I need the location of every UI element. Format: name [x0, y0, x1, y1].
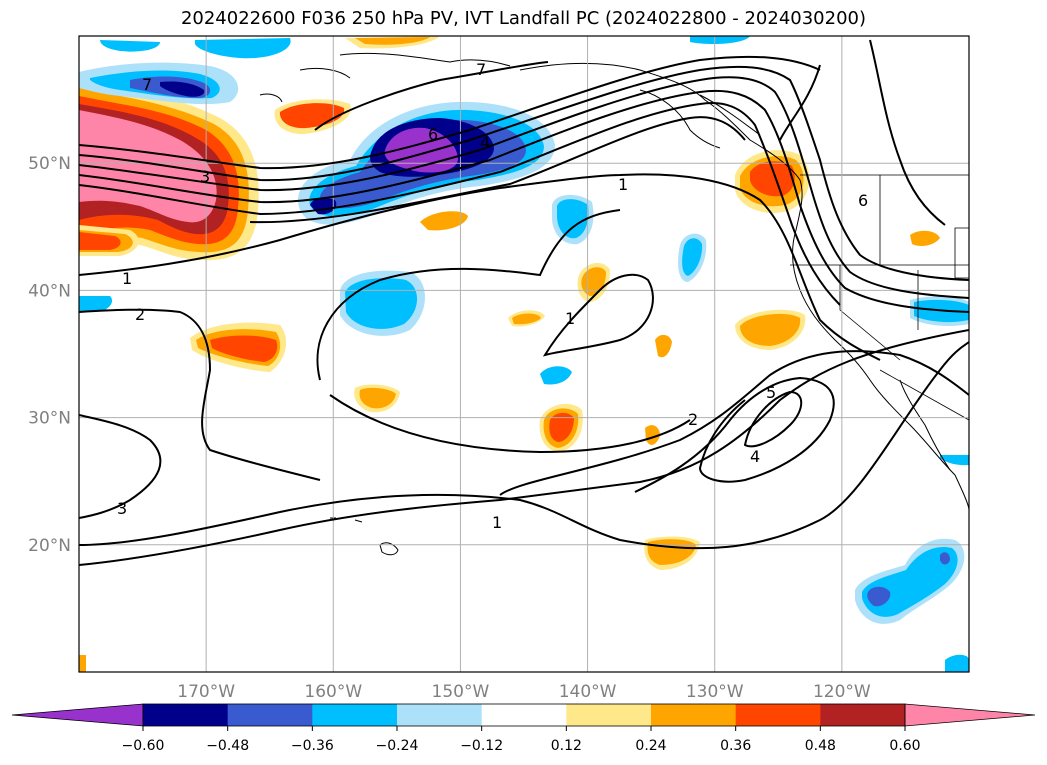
- colorbar-swatch: [143, 704, 229, 726]
- colorbar-tick-label: 0.36: [720, 738, 751, 754]
- colorbar-tick-label: −0.24: [376, 738, 419, 754]
- latitude-tick-label: 30°N: [28, 409, 71, 429]
- colorbar-frame: [142, 703, 906, 727]
- colorbar-swatch: [481, 704, 567, 726]
- latitude-tick-label: 40°N: [28, 281, 71, 301]
- colorbar-tick-label: 0.60: [889, 738, 920, 754]
- contour-label: 5: [766, 383, 776, 402]
- colorbar-ticks: −0.60 −0.48 −0.36 −0.24 −0.12 0.12 0.24 0.36 0.4…: [122, 726, 921, 754]
- latitude-tick-label: 20°N: [28, 536, 71, 556]
- contour-label: 4: [750, 447, 760, 466]
- contour-label: 3: [200, 167, 210, 186]
- longitude-tick-label: 170°W: [177, 682, 235, 702]
- contour-label: 2: [135, 305, 145, 324]
- latitude-tick-label: 50°N: [28, 154, 71, 174]
- colorbar-tick-label: 0.48: [805, 738, 836, 754]
- colorbar-swatch: [820, 704, 906, 726]
- contour-label: 2: [688, 410, 698, 429]
- colorbar-tick-label: −0.12: [460, 738, 503, 754]
- contour-label: 7: [476, 60, 486, 79]
- longitude-tick-label: 160°W: [304, 682, 362, 702]
- contour-label: 1: [618, 175, 628, 194]
- contour-label: 1: [122, 269, 132, 288]
- political-borders: [790, 174, 969, 421]
- longitude-tick-label: 120°W: [813, 682, 871, 702]
- pv-shading: [79, 36, 969, 672]
- colorbar-tick-label: −0.36: [291, 738, 334, 754]
- contour-label: 3: [117, 499, 127, 518]
- colorbar-extend-max: [904, 703, 1036, 727]
- colorbar: [11, 703, 1036, 727]
- colorbar-tick-label: 0.24: [635, 738, 666, 754]
- contour-label: 4: [480, 133, 490, 152]
- colorbar-swatch: [651, 704, 737, 726]
- colorbar-swatch: [227, 704, 313, 726]
- contour-label: 1: [492, 513, 502, 532]
- colorbar-tick-label: −0.60: [122, 738, 165, 754]
- longitude-labels: 170°W 160°W 150°W 140°W 130°W 120°W: [177, 682, 871, 702]
- contour-label: 1: [565, 309, 575, 328]
- colorbar-tick-label: −0.48: [206, 738, 249, 754]
- longitude-tick-label: 140°W: [559, 682, 617, 702]
- colorbar-extend-min: [11, 703, 144, 727]
- ivt-contours: [79, 39, 969, 566]
- contour-label: 7: [142, 75, 152, 94]
- map-title: 2024022600 F036 250 hPa PV, IVT Landfall…: [180, 8, 867, 29]
- contour-label: 6: [858, 191, 868, 210]
- colorbar-swatch: [566, 704, 652, 726]
- colorbar-tick-label: 0.12: [551, 738, 582, 754]
- latitude-labels: 50°N 40°N 30°N 20°N: [28, 154, 71, 556]
- longitude-tick-label: 130°W: [686, 682, 744, 702]
- map-frame: [78, 35, 970, 673]
- longitude-tick-label: 150°W: [432, 682, 490, 702]
- colorbar-swatch: [397, 704, 483, 726]
- colorbar-swatch: [735, 704, 821, 726]
- contour-label-group: 7 3 1 2 6 4 7 1 6 1 2 5 4 3 1: [117, 60, 868, 532]
- colorbar-swatch: [312, 704, 398, 726]
- coastlines: [259, 52, 969, 556]
- contour-label: 6: [428, 125, 438, 144]
